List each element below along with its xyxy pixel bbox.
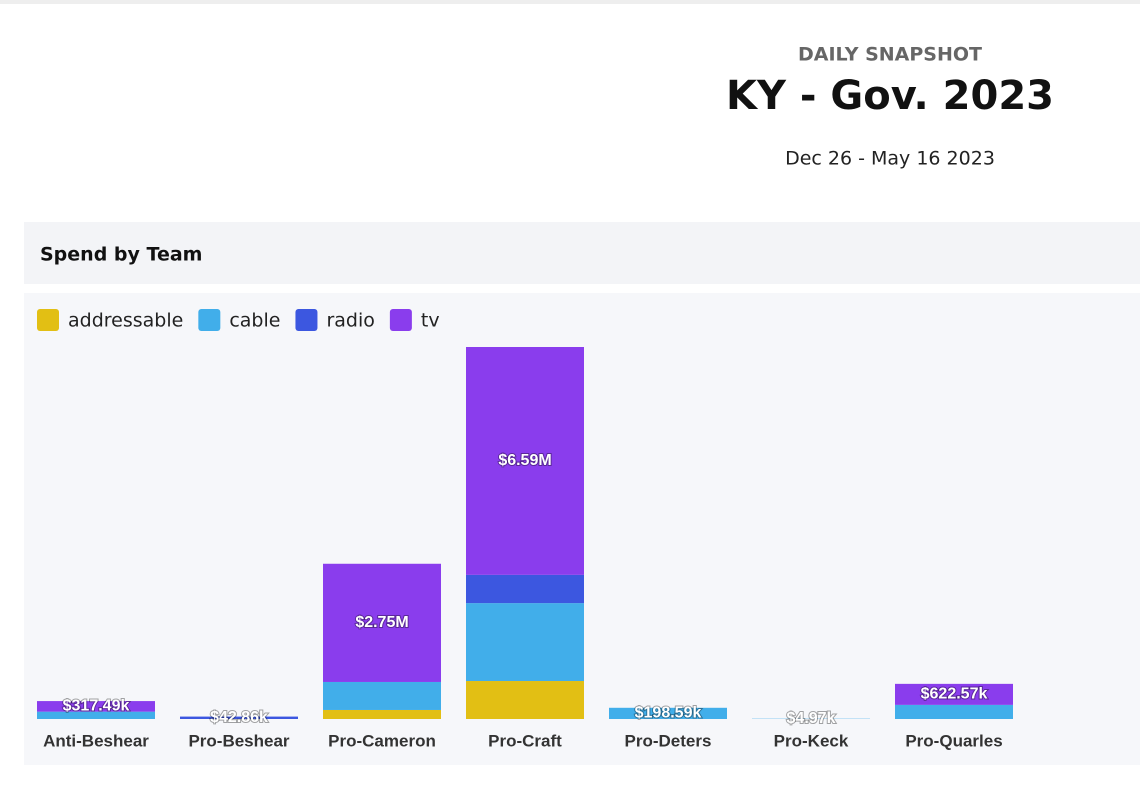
legend-swatch	[37, 309, 59, 331]
date-range: Dec 26 - May 16 2023	[785, 148, 995, 170]
legend-label: addressable	[68, 310, 183, 332]
bar-segment	[466, 347, 584, 575]
bar-segment	[180, 716, 298, 719]
x-tick-label: Pro-Keck	[774, 731, 849, 750]
bar-segment	[323, 681, 441, 710]
total-label: $2.75M	[355, 614, 408, 631]
bar-segment	[466, 603, 584, 682]
bar-segment	[37, 711, 155, 719]
panel-header	[24, 222, 1140, 284]
kicker: DAILY SNAPSHOT	[798, 44, 982, 66]
x-tick-label: Pro-Quarles	[905, 731, 1002, 750]
legend-label: radio	[326, 310, 374, 332]
x-tick-label: Pro-Craft	[488, 731, 562, 750]
total-label: $4.97k	[787, 710, 836, 727]
bar-segment	[609, 707, 727, 719]
bar-segment	[37, 701, 155, 712]
total-label: $317.49k	[63, 698, 130, 715]
bar-segment	[895, 683, 1013, 705]
legend-swatch	[198, 309, 221, 331]
total-label: $6.59M	[498, 452, 551, 469]
total-label: $198.59k	[635, 705, 702, 722]
x-tick-label: Pro-Cameron	[328, 731, 436, 750]
bar-segment	[323, 709, 441, 719]
bar-segment	[895, 704, 1013, 719]
bar-segment	[466, 574, 584, 604]
panel-title: Spend by Team	[40, 244, 202, 266]
legend-label: cable	[229, 310, 280, 332]
bar-segment	[323, 563, 441, 682]
page-title: KY - Gov. 2023	[726, 73, 1054, 119]
total-label: $622.57k	[921, 686, 988, 703]
legend-label: tv	[421, 310, 440, 332]
legend-swatch	[389, 309, 412, 331]
top-edge	[0, 0, 1140, 4]
x-tick-label: Anti-Beshear	[43, 731, 149, 750]
x-tick-label: Pro-Deters	[625, 731, 712, 750]
total-label: $42.86k	[210, 709, 268, 726]
x-tick-label: Pro-Beshear	[188, 731, 289, 750]
legend-swatch	[295, 309, 318, 331]
bar-segment	[466, 681, 584, 719]
chart: addressable cable radio tv $317.49k Anti-Besh…	[37, 309, 1013, 750]
